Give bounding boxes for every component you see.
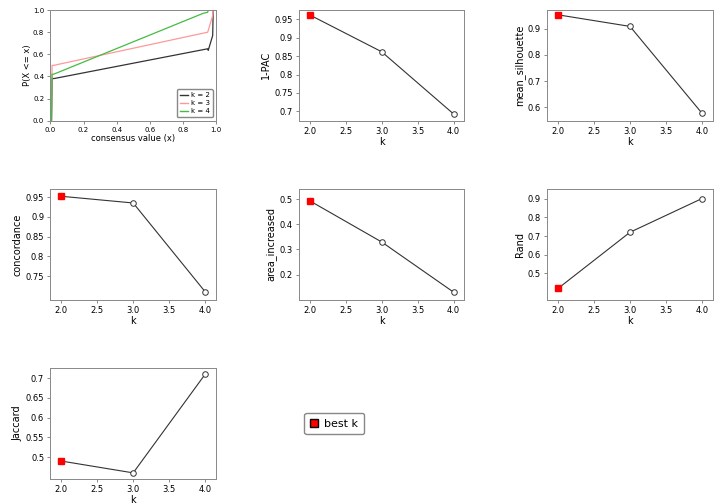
X-axis label: consensus value (x): consensus value (x) bbox=[91, 134, 175, 143]
Y-axis label: Jaccard: Jaccard bbox=[13, 406, 23, 442]
Y-axis label: Rand: Rand bbox=[515, 232, 525, 257]
Legend: best k: best k bbox=[305, 413, 364, 434]
X-axis label: k: k bbox=[379, 317, 384, 327]
Y-axis label: 1-PAC: 1-PAC bbox=[261, 51, 271, 80]
Legend: k = 2, k = 3, k = 4: k = 2, k = 3, k = 4 bbox=[177, 89, 212, 117]
X-axis label: k: k bbox=[627, 137, 633, 147]
Y-axis label: mean_silhouette: mean_silhouette bbox=[514, 25, 525, 106]
X-axis label: k: k bbox=[130, 317, 136, 327]
Y-axis label: area_increased: area_increased bbox=[266, 208, 276, 281]
Y-axis label: concordance: concordance bbox=[13, 213, 23, 276]
X-axis label: k: k bbox=[130, 495, 136, 504]
Y-axis label: P(X <= x): P(X <= x) bbox=[22, 44, 32, 86]
X-axis label: k: k bbox=[379, 137, 384, 147]
X-axis label: k: k bbox=[627, 317, 633, 327]
